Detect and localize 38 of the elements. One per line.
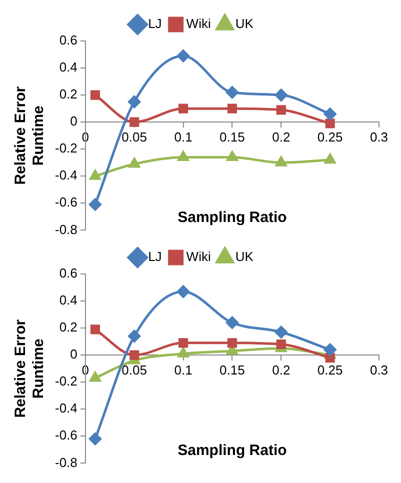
x-tick-label: 0.05 (122, 362, 147, 378)
y-tick-label: -0.4 (54, 400, 78, 416)
legend-label: UK (235, 249, 254, 264)
x-tick-label: 0.05 (122, 129, 147, 144)
x-tick-label: 0.1 (174, 362, 192, 378)
x-tick-label: 0.2 (272, 362, 290, 378)
y-tick-label: -0.6 (54, 194, 78, 210)
y-tick-label: 0.4 (59, 60, 78, 75)
x-tick-label: 0.3 (370, 129, 388, 144)
x-tick-label: 0.15 (220, 129, 245, 144)
x-tick-label: 0.3 (370, 362, 388, 378)
x-axis-title: Sampling Ratio (178, 208, 287, 226)
y-tick-label: 0.6 (59, 32, 78, 48)
y-tick-label: 0.2 (59, 86, 78, 102)
y-tick-label: -0.4 (54, 168, 78, 183)
x-tick-label: 0.2 (272, 129, 290, 144)
y-tick-label: 0.4 (59, 292, 78, 308)
y-tick-label: 0.2 (59, 320, 78, 335)
x-axis-title: Sampling Ratio (178, 442, 287, 459)
legend-label: UK (235, 16, 254, 32)
x-tick-label: 0.25 (317, 129, 343, 144)
x-tick-label: 0.15 (220, 362, 245, 378)
y-tick-label: 0 (70, 114, 78, 129)
y-tick-label: -0.8 (54, 454, 78, 470)
y-tick-label: -0.2 (54, 140, 78, 156)
x-tick-label: 0.25 (317, 362, 343, 378)
y-tick-label: -0.8 (54, 222, 78, 237)
y-axis-title: Relative Error Runtime (12, 319, 48, 418)
legend-label: LJ (148, 16, 162, 32)
y-tick-label: 0 (70, 346, 78, 362)
legend-label: Wiki (186, 16, 211, 32)
legend-label: Wiki (186, 249, 211, 264)
legend-label: LJ (148, 249, 162, 264)
y-axis-title: Relative Error Runtime (12, 86, 48, 185)
y-tick-label: -0.2 (54, 374, 78, 389)
y-tick-label: -0.6 (54, 428, 78, 443)
x-tick-label: 0.1 (174, 129, 192, 144)
y-tick-label: 0.6 (59, 266, 78, 281)
